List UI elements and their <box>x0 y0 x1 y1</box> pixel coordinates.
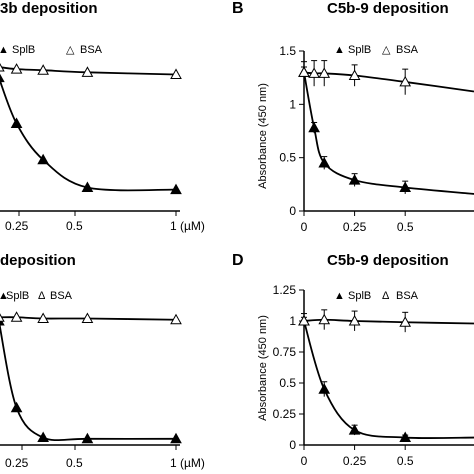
panel-d-point-bsa <box>298 314 310 326</box>
panel-c-legend-splb: SplB <box>6 290 29 302</box>
panel-b-x-tick-label: 0 <box>301 220 308 234</box>
panel-c-title: deposition <box>0 252 76 269</box>
panel-a-point-bsa <box>81 66 94 77</box>
panel-b-x-tick-label: 0.25 <box>343 220 367 234</box>
panel-b-point-bsa <box>318 67 331 78</box>
panel-d-y-tick-label: 0.5 <box>279 376 296 390</box>
panel-c-x-tick-label: 1 (µM) <box>170 456 205 470</box>
panel-c-x-tick-label: 0.5 <box>66 456 83 470</box>
panel-c: deposition ▲ SplB Δ BSA 0.25 0.5 1 (µM) <box>0 252 205 470</box>
panel-a-series-splb-line <box>0 78 177 192</box>
panel-a-x-tick-label: 1 (µM) <box>170 219 205 233</box>
panel-d-title: C5b-9 deposition <box>327 252 449 269</box>
panel-d-x-tick-label: 0 <box>301 454 308 468</box>
panel-a-legend-splb-marker: ▲ <box>0 44 9 56</box>
panel-d-point-bsa <box>348 314 361 326</box>
panel-b: B C5b-9 deposition ▲ SplB △ BSA Absorban… <box>232 0 474 234</box>
panel-c-point-splb <box>81 432 94 444</box>
panel-d-x-tick-label: 0.5 <box>397 454 414 468</box>
panel-d-legend-splb-marker: ▲ <box>334 290 345 302</box>
panel-b-x-tick-label: 0.5 <box>397 220 414 234</box>
panel-d: D C5b-9 deposition ▲ SplB Δ BSA Absorban… <box>232 252 474 468</box>
panel-b-series-bsa-line <box>303 71 474 93</box>
panel-a-legend-bsa-marker: △ <box>66 44 75 56</box>
panel-c-point-bsa <box>81 312 94 324</box>
panel-d-y-tick-label: 1.25 <box>273 283 297 297</box>
panel-a-point-splb <box>10 117 23 129</box>
panel-a-x-ticks: 0.25 0.5 1 (µM) <box>5 211 205 233</box>
panel-d-letter: D <box>232 252 244 269</box>
panel-c-point-splb <box>10 401 23 413</box>
panel-b-legend-bsa-marker: △ <box>382 44 391 56</box>
panel-a: 3b deposition ▲ SplB △ BSA 0.25 0.5 1 (µ… <box>0 0 205 233</box>
panel-b-y-tick-label: 0 <box>289 204 296 218</box>
panel-a-point-bsa <box>37 64 49 75</box>
panel-c-point-bsa <box>37 312 49 324</box>
panel-b-point-bsa <box>399 75 412 87</box>
panel-d-point-splb <box>399 431 412 443</box>
panel-c-point-bsa <box>170 313 182 325</box>
panel-b-point-bsa <box>298 66 310 77</box>
panel-a-point-bsa <box>10 63 23 74</box>
panel-b-legend: ▲ SplB △ BSA <box>334 44 419 56</box>
panel-b-y-label: Absorbance (450 nm) <box>257 83 269 189</box>
panel-c-point-bsa <box>10 311 23 322</box>
panel-c-x-tick-label: 0.25 <box>5 456 29 470</box>
panel-b-legend-bsa: BSA <box>396 44 419 56</box>
panel-c-point-bsa <box>0 313 5 322</box>
panel-b-point-splb <box>399 181 412 193</box>
panel-b-point-bsa <box>348 69 361 81</box>
panel-c-legend-bsa-marker: Δ <box>38 290 46 302</box>
panel-a-legend-splb: SplB <box>12 44 35 56</box>
panel-b-y-tick-label: 1.5 <box>279 44 296 58</box>
panel-b-title: C5b-9 deposition <box>327 0 449 17</box>
panel-b-legend-splb-marker: ▲ <box>334 44 345 56</box>
panel-d-legend-bsa: BSA <box>396 290 419 302</box>
panel-d-y-tick-label: 0 <box>289 438 296 452</box>
panel-b-legend-splb: SplB <box>348 44 371 56</box>
panel-d-legend: ▲ SplB Δ BSA <box>334 290 419 302</box>
panel-c-x-ticks: 0.25 0.5 1 (µM) <box>5 445 205 470</box>
panel-b-point-splb <box>348 174 361 185</box>
panel-d-legend-splb: SplB <box>348 290 371 302</box>
panel-a-x-tick-label: 0.25 <box>5 219 29 233</box>
panel-d-series-splb-line <box>303 320 474 440</box>
panel-d-point-splb <box>318 383 331 394</box>
panel-a-point-splb <box>37 153 49 165</box>
panel-a-x-tick-label: 0.5 <box>66 219 83 233</box>
panel-a-point-splb <box>170 183 182 195</box>
panel-b-point-splb <box>318 156 331 168</box>
panel-b-point-bsa <box>308 67 320 78</box>
panel-c-legend-bsa: BSA <box>50 290 73 302</box>
panel-d-x-tick-label: 0.25 <box>343 454 367 468</box>
panel-a-point-bsa <box>0 63 5 72</box>
panel-a-point-splb <box>0 73 5 83</box>
panel-c-point-splb <box>37 431 49 443</box>
panel-d-y-tick-label: 1 <box>289 314 296 328</box>
panel-c-series-splb-line <box>0 322 177 442</box>
panel-d-y-tick-label: 0.75 <box>273 345 297 359</box>
panel-c-point-splb <box>170 432 182 444</box>
panel-c-legend-splb-marker: ▲ <box>0 290 9 302</box>
panel-b-point-splb <box>308 121 320 133</box>
panel-d-point-splb <box>348 424 361 435</box>
panel-a-legend-bsa: BSA <box>80 44 103 56</box>
panel-d-series-bsa-line <box>303 318 474 325</box>
panel-a-point-bsa <box>170 68 182 79</box>
panel-d-y-label: Absorbance (450 nm) <box>257 315 269 421</box>
panel-a-point-splb <box>81 181 94 193</box>
panel-d-point-bsa <box>318 313 331 325</box>
panel-d-legend-bsa-marker: Δ <box>382 290 390 302</box>
panel-c-legend: ▲ SplB Δ BSA <box>0 290 73 302</box>
panel-d-y-tick-label: 0.25 <box>273 407 297 421</box>
panel-b-y-tick-label: 1 <box>289 97 296 111</box>
panel-b-letter: B <box>232 0 244 17</box>
panel-a-legend: ▲ SplB △ BSA <box>0 44 103 56</box>
panel-a-title: 3b deposition <box>0 0 98 17</box>
panel-b-series-splb-line <box>303 72 474 195</box>
panel-b-y-tick-label: 0.5 <box>279 151 296 165</box>
panel-d-point-bsa <box>399 316 412 327</box>
